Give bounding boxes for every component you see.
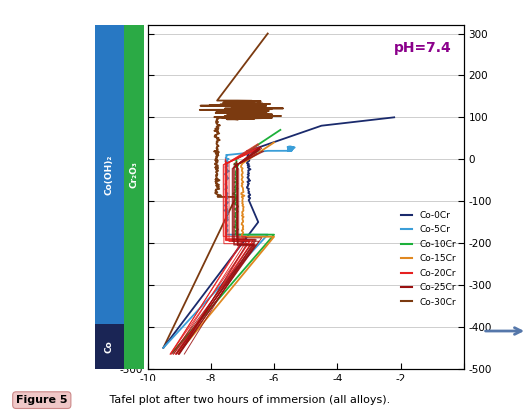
Y-axis label: potential / NHE (mV): potential / NHE (mV) — [106, 140, 116, 254]
Text: pH=7.4: pH=7.4 — [394, 41, 452, 55]
Legend: Co-0Cr, Co-5Cr, Co-10Cr, Co-15Cr, Co-20Cr, Co-25Cr, Co-30Cr: Co-0Cr, Co-5Cr, Co-10Cr, Co-15Cr, Co-20C… — [397, 207, 459, 310]
Text: Tafel plot after two hours of immersion (all alloys).: Tafel plot after two hours of immersion … — [99, 395, 391, 405]
X-axis label: log₁₀ (|J| / 1A/cm²): log₁₀ (|J| / 1A/cm²) — [256, 386, 355, 397]
Text: Co: Co — [105, 340, 114, 353]
Text: Cr₂O₃: Cr₂O₃ — [129, 161, 139, 188]
Text: Co(OH)₂: Co(OH)₂ — [105, 155, 114, 195]
Text: Figure 5: Figure 5 — [16, 395, 67, 405]
